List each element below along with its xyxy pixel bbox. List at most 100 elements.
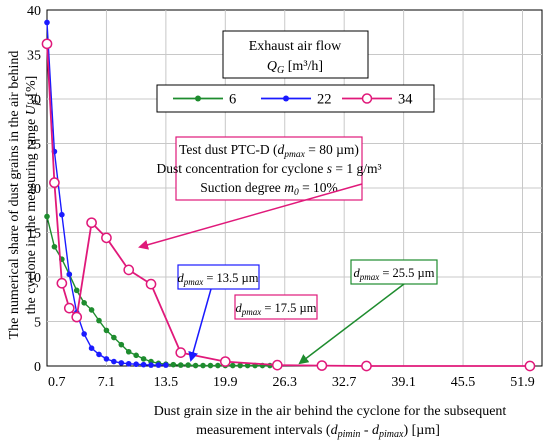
series-layer [41, 19, 536, 372]
x-tick-label: 45.5 [451, 375, 476, 390]
data-point [49, 177, 60, 189]
dpmax-25-5-box [350, 259, 438, 285]
data-point [244, 362, 251, 369]
data-point [63, 302, 75, 314]
y-tick-label: 0 [34, 360, 41, 375]
data-point [148, 362, 154, 368]
legend-title: Exhaust air flow [249, 39, 342, 54]
y-tick-label: 25 [27, 138, 41, 153]
legend-title-unit: QG [m³/h] [267, 59, 323, 76]
data-point [177, 362, 184, 368]
data-point [88, 345, 95, 352]
data-point [237, 362, 243, 369]
data-point [125, 360, 132, 367]
y-tick-label: 10 [27, 271, 41, 286]
legend-marker [195, 95, 201, 102]
dpmax-17-5-box [234, 294, 318, 320]
legend-item-22: 22 [261, 92, 332, 108]
x-tick-label: 0.7 [48, 375, 66, 390]
x-tick-label: 13.5 [154, 375, 179, 390]
dpmax-25-5-arrow [298, 283, 405, 365]
data-point [192, 362, 199, 369]
data-point [73, 287, 80, 294]
x-axis-ticks: 0.7 7.1 13.5 19.9 26.3 32.7 39.1 45.5 51.9 [48, 375, 535, 390]
test-dust-line1: Test dust PTC-D (dpmax = 80 µm) [179, 142, 359, 160]
data-point [44, 213, 50, 220]
data-point [316, 360, 328, 371]
legend: Exhaust air flow QG [m³/h] 6 22 34 [156, 30, 435, 113]
data-point [133, 361, 139, 368]
data-point [524, 360, 536, 372]
y-tick-label: 35 [27, 49, 41, 64]
legend-title-box [222, 30, 369, 79]
data-point [215, 362, 221, 369]
data-point [125, 348, 132, 355]
test-dust-annotation: Test dust PTC-D (dpmax = 80 µm) Dust con… [138, 136, 382, 250]
dpmax-13-5-label: dpmax = 13.5 µm [178, 271, 259, 287]
legend-label: 22 [317, 92, 332, 108]
data-point [101, 232, 112, 244]
data-point [56, 277, 68, 289]
data-point [96, 351, 102, 358]
data-point [111, 358, 117, 365]
x-tick-label: 7.1 [98, 375, 116, 390]
data-point [81, 300, 87, 306]
y-tick-label: 30 [27, 93, 41, 108]
legend-item-6: 6 [173, 92, 236, 108]
data-point [361, 360, 372, 372]
data-point [103, 327, 110, 334]
x-axis-label-line1: Dust grain size in the air behind the cy… [154, 404, 507, 419]
data-point [41, 38, 53, 50]
data-point [118, 360, 125, 366]
data-point [86, 217, 97, 229]
test-dust-line2: Dust concentration for cyclone s = 1 g/m… [157, 161, 382, 176]
series-34 [41, 38, 536, 372]
x-tick-label: 19.9 [213, 375, 238, 390]
data-point [175, 347, 187, 358]
test-dust-line3: Suction degree m0 = 10% [200, 180, 338, 198]
data-point [71, 311, 83, 323]
x-tick-label: 39.1 [391, 375, 416, 390]
data-point [59, 211, 65, 218]
test-dust-box [175, 136, 363, 201]
legend-marker [361, 93, 373, 104]
data-point [170, 361, 177, 368]
data-point [88, 307, 95, 313]
legend-item-34: 34 [342, 92, 413, 108]
y-axis-label-line2: the cyclone in the measuring range Up [%… [24, 76, 41, 315]
data-point [103, 356, 110, 362]
x-tick-label: 26.3 [272, 375, 297, 390]
data-point [111, 334, 117, 341]
data-point [123, 264, 135, 276]
data-point [133, 352, 139, 359]
data-point [118, 341, 125, 348]
test-dust-arrow [138, 183, 363, 250]
dpmax-13-5-box [177, 264, 260, 290]
x-tick-label: 51.9 [510, 375, 535, 390]
data-point [140, 361, 147, 368]
y-tick-label: 15 [27, 227, 41, 242]
data-point [229, 362, 236, 369]
y-axis-ticks: 0 5 10 15 20 25 30 35 40 [27, 4, 41, 375]
dpmax-25-5-annotation: dpmax = 25.5 µm [298, 259, 438, 365]
data-point [140, 356, 147, 362]
y-tick-label: 20 [27, 182, 41, 197]
dpmax-17-5-annotation: dpmax = 17.5 µm [234, 294, 318, 320]
data-point [155, 362, 162, 368]
data-point [81, 331, 87, 337]
y-tick-label: 40 [27, 4, 41, 19]
x-tick-label: 32.7 [332, 375, 357, 390]
dpmax-17-5-label: dpmax = 17.5 µm [236, 301, 317, 317]
data-point [207, 362, 214, 369]
data-point [185, 362, 191, 368]
dpmax-25-5-label: dpmax = 25.5 µm [354, 266, 435, 282]
data-point [66, 271, 73, 278]
data-point [44, 19, 50, 26]
data-point [145, 278, 157, 290]
data-point [271, 359, 283, 371]
y-axis-label-line1: The numerical share of dust grains in th… [7, 51, 22, 340]
legend-marker [283, 95, 289, 102]
data-point [163, 362, 169, 368]
y-tick-label: 5 [34, 316, 41, 331]
